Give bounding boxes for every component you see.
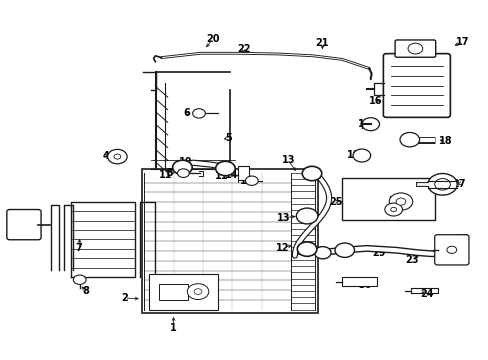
Text: 2: 2 [121, 293, 128, 303]
Circle shape [245, 176, 258, 185]
Circle shape [297, 242, 316, 256]
Circle shape [352, 149, 370, 162]
Text: 13: 13 [281, 155, 295, 165]
Circle shape [427, 174, 456, 195]
Circle shape [177, 169, 189, 177]
Text: 7: 7 [76, 243, 82, 253]
Circle shape [192, 109, 205, 118]
Circle shape [395, 198, 405, 205]
Bar [342, 277, 376, 286]
Text: 28: 28 [454, 234, 468, 244]
Text: 6: 6 [183, 108, 189, 118]
Circle shape [388, 193, 412, 210]
Circle shape [384, 203, 402, 216]
FancyBboxPatch shape [383, 54, 449, 117]
Circle shape [107, 149, 127, 164]
Text: 23: 23 [404, 255, 418, 265]
Text: 1: 1 [170, 323, 177, 333]
Text: 16: 16 [368, 96, 382, 106]
Bar [142, 169, 317, 313]
Circle shape [434, 179, 449, 190]
Circle shape [194, 289, 202, 294]
Text: 21: 21 [315, 38, 328, 48]
Circle shape [314, 247, 330, 259]
Circle shape [390, 207, 396, 212]
Text: 8: 8 [82, 285, 89, 296]
Text: 30: 30 [358, 280, 371, 290]
Text: 20: 20 [205, 34, 219, 44]
Text: 10: 10 [179, 157, 192, 167]
Circle shape [215, 161, 235, 176]
Text: 11: 11 [158, 170, 172, 180]
Text: 14: 14 [224, 170, 238, 180]
Text: 29: 29 [372, 248, 386, 258]
Text: 26: 26 [387, 196, 401, 206]
Bar [238, 166, 248, 180]
Text: 19: 19 [357, 119, 371, 129]
FancyBboxPatch shape [434, 235, 468, 265]
Text: 13: 13 [276, 213, 290, 223]
Text: 4: 4 [102, 151, 109, 161]
Circle shape [361, 118, 379, 131]
Text: 11: 11 [214, 171, 228, 181]
Text: 24: 24 [420, 289, 433, 299]
Circle shape [187, 284, 208, 300]
Circle shape [334, 243, 354, 257]
Circle shape [302, 166, 321, 181]
Circle shape [446, 246, 456, 253]
Text: 19: 19 [346, 150, 360, 160]
Circle shape [407, 43, 422, 54]
Circle shape [73, 275, 86, 284]
Circle shape [296, 208, 317, 224]
Bar [149, 274, 217, 310]
Text: 9: 9 [12, 222, 19, 232]
FancyBboxPatch shape [394, 40, 435, 57]
Bar [342, 178, 434, 220]
Text: 25: 25 [328, 197, 342, 207]
Text: 27: 27 [451, 179, 465, 189]
Text: 17: 17 [455, 37, 469, 47]
Text: 22: 22 [236, 44, 250, 54]
Circle shape [114, 154, 121, 159]
Text: 18: 18 [438, 136, 452, 146]
Text: 5: 5 [224, 132, 231, 143]
Text: 3: 3 [166, 168, 173, 178]
Text: 12: 12 [276, 243, 289, 253]
Circle shape [399, 132, 419, 147]
Text: 15: 15 [239, 176, 253, 186]
FancyBboxPatch shape [7, 210, 41, 240]
Bar [159, 284, 188, 300]
Circle shape [172, 160, 192, 175]
